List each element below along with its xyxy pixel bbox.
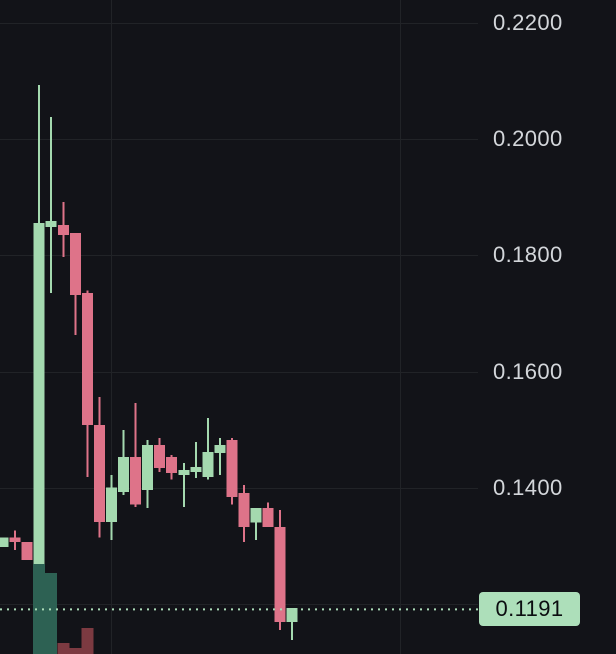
candle-wick <box>50 117 53 294</box>
candle-body <box>250 508 262 523</box>
candle-body <box>21 541 33 560</box>
candle-wick <box>134 403 137 508</box>
candle-body <box>33 222 45 565</box>
candle-wick <box>194 441 197 479</box>
candle-body <box>118 457 129 492</box>
candle-body <box>274 526 286 623</box>
candle-body <box>178 469 190 476</box>
candle-body <box>214 444 226 454</box>
candle-body <box>81 293 93 426</box>
candle-body <box>69 232 81 295</box>
candle-body <box>154 444 166 469</box>
current-price-badge: 0.1191 <box>479 592 580 627</box>
volume-bar <box>81 628 94 654</box>
candle-body <box>190 466 202 473</box>
candle-body <box>286 608 298 623</box>
candle-body <box>93 425 105 523</box>
current-price-label: 0.1191 <box>495 596 564 622</box>
volume-bar <box>33 564 46 654</box>
candle-body <box>45 221 57 227</box>
volume-bar <box>45 573 58 654</box>
candle-body <box>262 508 274 527</box>
candle-wick <box>255 508 258 541</box>
candle-body <box>105 487 117 523</box>
volume-bar <box>57 643 70 654</box>
candle-body <box>202 451 214 477</box>
volume-bar <box>69 648 82 654</box>
candle-wick <box>206 418 209 480</box>
candle-body <box>166 457 178 473</box>
candle-body <box>226 440 238 498</box>
candle-body <box>142 444 154 491</box>
candle-body <box>238 493 250 527</box>
candle-wick <box>291 608 294 641</box>
candle-wick <box>182 462 185 508</box>
candle-wick <box>218 437 221 476</box>
candle-body <box>9 537 21 542</box>
candle-body <box>0 537 9 548</box>
candle-body <box>130 457 142 505</box>
candle-body <box>57 225 69 236</box>
